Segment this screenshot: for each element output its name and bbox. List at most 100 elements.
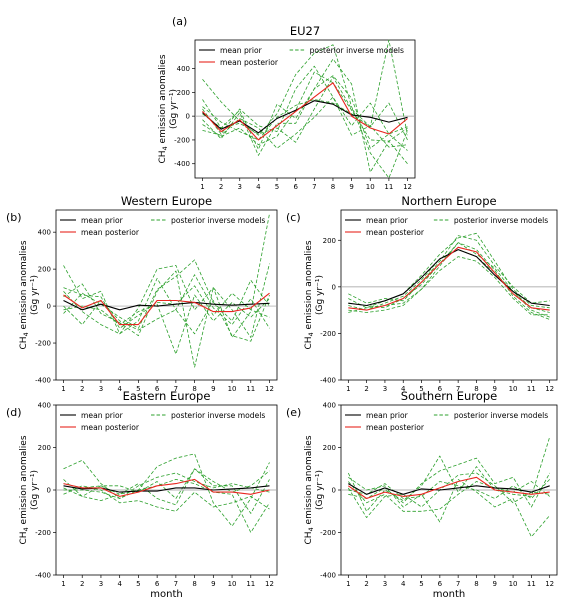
series-line-model (348, 256, 550, 316)
x-tick-label: 9 (493, 580, 497, 588)
y-axis-unit: (Gg yr⁻¹) (315, 275, 325, 315)
x-tick-label: 11 (246, 385, 255, 393)
plot-frame (55, 209, 278, 381)
x-tick-label: 1 (200, 183, 204, 191)
y-tick-label: 200 (323, 444, 336, 452)
legend-label-models: posterior inverse models (171, 411, 265, 420)
x-tick-label: 10 (228, 580, 237, 588)
y-tick-label: 200 (323, 237, 336, 245)
panel-letter: (c) (286, 211, 301, 224)
x-tick-label: 5 (419, 385, 423, 393)
panel-title: Western Europe (121, 194, 212, 208)
x-tick-label: 4 (117, 580, 122, 588)
y-tick-label: 200 (177, 89, 190, 97)
series-line-model (202, 39, 408, 141)
y-tick-label: -200 (35, 529, 51, 537)
series-line-model (63, 285, 270, 329)
y-axis-label: CH4 emission anomalies (19, 435, 30, 544)
x-tick-label: 8 (474, 385, 478, 393)
y-tick-label: -400 (320, 572, 336, 580)
y-tick-label: -400 (320, 377, 336, 385)
series-line-model (348, 457, 551, 508)
series-line-model (63, 453, 270, 527)
x-tick-label: 3 (99, 385, 103, 393)
y-tick-label: 400 (177, 65, 190, 73)
series-line-mean-posterior (347, 476, 550, 500)
series-line-mean-prior (348, 483, 550, 495)
panel-letter: (a) (172, 15, 187, 28)
legend-label-prior: mean prior (81, 411, 124, 420)
x-tick-label: 11 (527, 580, 536, 588)
y-tick-label: 400 (38, 229, 51, 237)
legend: mean prior mean posterior posterior invers… (199, 46, 404, 67)
series-line-model (63, 263, 270, 368)
panel-letter: (d) (6, 406, 22, 419)
series-line-model (202, 58, 408, 173)
x-tick-label: 7 (174, 385, 178, 393)
x-tick-label: 12 (265, 385, 274, 393)
x-tick-label: 7 (456, 385, 460, 393)
x-tick-label: 7 (174, 580, 178, 588)
legend-label-models: posterior inverse models (310, 46, 404, 55)
y-axis-unit: (Gg yr⁻¹) (169, 89, 179, 129)
series-line-model (63, 478, 270, 533)
x-tick-label: 3 (99, 580, 103, 588)
y-axis-unit: (Gg yr⁻¹) (315, 470, 325, 510)
series-line-model (202, 75, 408, 156)
legend-label-prior: mean prior (220, 46, 263, 55)
y-tick-label: -400 (35, 572, 51, 580)
x-axis-label: month (150, 589, 182, 600)
y-tick-label: 400 (38, 402, 51, 410)
y-axis-label: CH4 emission anomalies (19, 240, 30, 349)
x-tick-label: 2 (219, 183, 223, 191)
series-line-model (202, 71, 408, 146)
y-tick-label: 0 (332, 487, 336, 495)
legend-label-models: posterior inverse models (171, 216, 265, 225)
series-line-model (347, 436, 551, 512)
legend-label-prior: mean prior (366, 411, 409, 420)
legend-label-models: posterior inverse models (454, 216, 548, 225)
panel-letter: (b) (6, 211, 22, 224)
x-tick-label: 3 (238, 183, 242, 191)
x-tick-label: 10 (509, 580, 518, 588)
x-tick-label: 2 (364, 385, 368, 393)
y-tick-label: 0 (186, 113, 190, 121)
legend-label-prior: mean prior (366, 216, 409, 225)
y-tick-label: 200 (38, 444, 51, 452)
x-tick-label: 11 (246, 580, 255, 588)
legend-label-prior: mean prior (81, 216, 124, 225)
x-tick-label: 11 (527, 385, 536, 393)
x-tick-label: 9 (349, 183, 353, 191)
x-tick-label: 6 (438, 580, 443, 588)
x-tick-label: 1 (61, 580, 65, 588)
x-tick-label: 5 (275, 183, 279, 191)
x-tick-label: 11 (384, 183, 393, 191)
x-tick-label: 8 (192, 385, 196, 393)
x-tick-label: 3 (383, 580, 387, 588)
series-line-model (63, 294, 270, 342)
plot-frame (194, 39, 416, 179)
x-tick-label: 4 (401, 385, 406, 393)
legend-label-posterior: mean posterior (366, 423, 425, 432)
series-line-mean-posterior (63, 292, 270, 326)
x-tick-label: 12 (403, 183, 412, 191)
y-tick-label: -200 (320, 330, 336, 338)
series-line-model (348, 242, 550, 318)
x-tick-label: 5 (136, 385, 140, 393)
series-line-mean-posterior (202, 82, 408, 141)
series-line-model (63, 468, 270, 506)
panel-letter: (e) (286, 406, 301, 419)
x-tick-label: 12 (545, 580, 554, 588)
x-tick-label: 8 (192, 580, 196, 588)
y-tick-label: -200 (320, 529, 336, 537)
series-line-model (63, 472, 270, 499)
legend-label-posterior: mean posterior (81, 228, 140, 237)
panel-title: Eastern Europe (123, 389, 211, 403)
x-tick-label: 5 (136, 580, 140, 588)
x-tick-label: 12 (545, 385, 554, 393)
series-line-model (348, 242, 550, 320)
x-tick-label: 9 (211, 580, 215, 588)
